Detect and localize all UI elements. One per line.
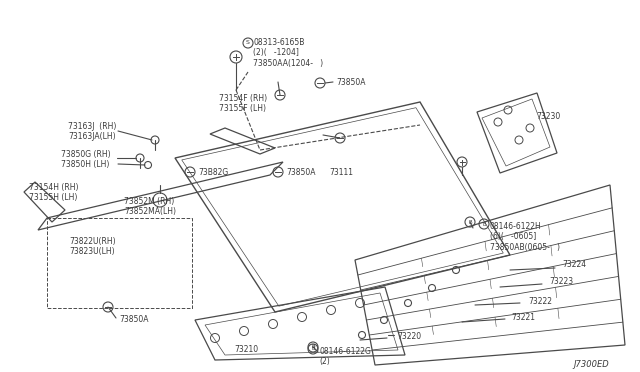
Text: 73221: 73221 bbox=[511, 313, 535, 322]
Text: B: B bbox=[482, 221, 486, 227]
Text: 73822U(RH)
73823U(LH): 73822U(RH) 73823U(LH) bbox=[69, 237, 116, 256]
Text: 73222: 73222 bbox=[528, 297, 552, 306]
Text: 73223: 73223 bbox=[549, 277, 573, 286]
Text: 73230: 73230 bbox=[536, 112, 560, 121]
Text: 73852M (RH)
73852MA(LH): 73852M (RH) 73852MA(LH) bbox=[124, 197, 176, 217]
Text: J7300ED: J7300ED bbox=[573, 360, 609, 369]
Text: 73B82G: 73B82G bbox=[198, 168, 228, 177]
Text: B: B bbox=[468, 219, 472, 224]
Text: 73850A: 73850A bbox=[119, 315, 148, 324]
Text: B: B bbox=[311, 344, 315, 350]
Text: S: S bbox=[246, 41, 250, 45]
Text: 73154F (RH)
73155F (LH): 73154F (RH) 73155F (LH) bbox=[219, 94, 267, 113]
Bar bbox=[47, 218, 192, 308]
Text: 73850A: 73850A bbox=[336, 78, 365, 87]
Text: 73850A: 73850A bbox=[286, 168, 316, 177]
Text: 08146-6122H
(6)(   -0605]
73850AB(0605-   ): 08146-6122H (6)( -0605] 73850AB(0605- ) bbox=[490, 222, 560, 252]
Text: 73850G (RH)
73850H (LH): 73850G (RH) 73850H (LH) bbox=[61, 150, 111, 169]
Text: 73224: 73224 bbox=[562, 260, 586, 269]
Text: 73154H (RH)
73155H (LH): 73154H (RH) 73155H (LH) bbox=[29, 183, 79, 202]
Text: 08146-6122G
(2): 08146-6122G (2) bbox=[319, 347, 371, 366]
Text: 73220: 73220 bbox=[397, 332, 421, 341]
Text: 73163J  (RH)
73163JA(LH): 73163J (RH) 73163JA(LH) bbox=[68, 122, 116, 141]
Text: 08313-6165B
(2)(   -1204]
73850AA(1204-   ): 08313-6165B (2)( -1204] 73850AA(1204- ) bbox=[253, 38, 323, 68]
Text: 73210: 73210 bbox=[234, 345, 258, 354]
Text: B: B bbox=[311, 346, 315, 352]
Text: 73111: 73111 bbox=[329, 168, 353, 177]
